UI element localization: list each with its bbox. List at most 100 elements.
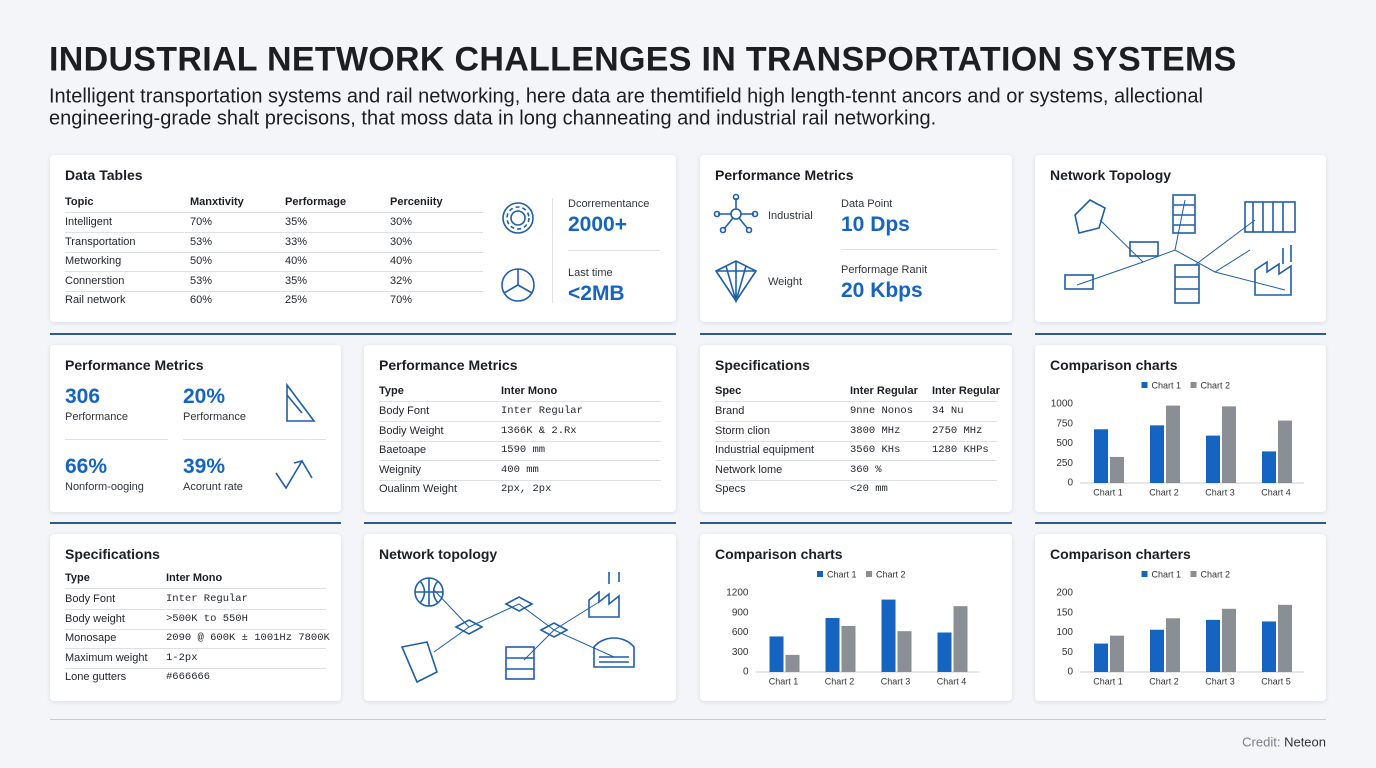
- bar: [1262, 451, 1276, 483]
- bar: [1206, 435, 1220, 483]
- bar: [1094, 643, 1108, 672]
- table-cell: 360 %: [850, 463, 882, 476]
- table-cell: 30%: [390, 216, 413, 228]
- legend-label: Chart 1: [827, 569, 857, 579]
- y-tick-label: 900: [732, 607, 749, 618]
- section-line: [700, 522, 1012, 524]
- x-tick-label: Chart 3: [1205, 676, 1235, 686]
- table-cell: 35%: [285, 216, 308, 228]
- metric-label: Weight: [768, 276, 803, 288]
- table-cell: Network lome: [715, 463, 783, 476]
- bar: [1094, 429, 1108, 483]
- row-line: [65, 290, 483, 292]
- page-title: INDUSTRIAL NETWORK CHALLENGES IN TRANSPO…: [49, 40, 1237, 79]
- card-title: Data Tables: [65, 167, 143, 183]
- metric-value: 20 Kbps: [841, 279, 923, 302]
- legend-swatch: [1141, 571, 1148, 577]
- table-cell: 40%: [285, 255, 308, 267]
- row-line: [379, 460, 661, 461]
- footer-line: [50, 719, 1326, 720]
- table-cell: 33%: [285, 235, 308, 248]
- card-title: Comparison charters: [1050, 546, 1191, 562]
- table-header: Inter Regular: [932, 385, 1000, 397]
- table-cell: 1366K & 2.Rx: [501, 424, 577, 437]
- bar: [937, 632, 952, 672]
- y-tick-label: 1200: [726, 588, 749, 599]
- network-topology-card: Network topology: [364, 534, 676, 701]
- bar: [1278, 604, 1292, 672]
- table-cell: Inter Regular: [166, 593, 248, 605]
- bar: [785, 654, 800, 672]
- kpi-value: 20%: [183, 385, 226, 408]
- card-title: Comparison charts: [1050, 357, 1178, 373]
- table-cell: 25%: [285, 294, 308, 306]
- table-cell: Body weight: [65, 612, 125, 625]
- table-cell: Baetoape: [379, 444, 427, 456]
- table-cell: Body Font: [65, 593, 116, 605]
- row-line: [65, 212, 483, 213]
- legend-label: Chart 2: [1201, 569, 1231, 579]
- row-line: [65, 588, 326, 589]
- row-line: [379, 401, 661, 402]
- row-line: [65, 232, 483, 233]
- x-tick-label: Chart 4: [937, 676, 967, 686]
- table-header: Topic: [65, 196, 94, 208]
- section-line: [364, 522, 676, 524]
- bar: [825, 618, 840, 672]
- legend-label: Chart 2: [876, 569, 906, 579]
- performance-table-card: Performance Metrics Type Inter Mono Body F…: [364, 345, 676, 512]
- table-header: Manxtivity: [190, 196, 244, 208]
- subtitle: Intelligent transportation systems and r…: [49, 85, 1203, 108]
- card-title: Network Topology: [1050, 167, 1172, 183]
- bar: [1278, 420, 1292, 483]
- table-cell: Intelligent: [65, 216, 113, 228]
- y-tick-label: 300: [732, 647, 749, 658]
- bar: [881, 599, 896, 672]
- table-cell: 60%: [190, 294, 213, 306]
- card-title: Performance Metrics: [379, 357, 518, 373]
- section-line: [1035, 522, 1326, 524]
- table-cell: 3800 MHz: [850, 424, 901, 437]
- row-line: [65, 251, 483, 253]
- row-line: [65, 271, 483, 272]
- table-cell: 53%: [190, 274, 213, 287]
- table-cell: Body Font: [379, 405, 430, 417]
- table-cell: 70%: [390, 294, 413, 306]
- kpi-value: 66%: [65, 455, 108, 478]
- topology-diagram: [400, 572, 635, 684]
- table-cell: 1-2px: [166, 651, 198, 664]
- table-cell: 50%: [190, 255, 213, 267]
- table-cell: Storm clion: [715, 424, 771, 437]
- table-cell: 3560 KHs: [850, 444, 901, 456]
- bar: [769, 636, 784, 672]
- row-line: [568, 250, 660, 251]
- x-tick-label: Chart 1: [769, 676, 799, 686]
- x-tick-label: Chart 4: [1261, 487, 1291, 497]
- bar: [1262, 621, 1276, 672]
- data-tables-card: Data Tables Topic Manxtivity Performage Per…: [50, 155, 676, 322]
- credit: Credit: Neteon: [1242, 735, 1326, 750]
- row-line: [379, 440, 661, 442]
- table-header: Inter Mono: [501, 385, 558, 397]
- table-header: Inter Regular: [850, 385, 918, 397]
- table-cell: 2750 MHz: [932, 424, 983, 437]
- table-cell: 2090 @ 600K ± 1001Hz 7800K: [166, 632, 330, 644]
- table-cell: <20 mm: [850, 483, 888, 495]
- metric-caption: Data Point: [841, 198, 893, 210]
- x-tick-label: Chart 3: [1205, 487, 1235, 497]
- divider: [552, 198, 553, 303]
- x-tick-label: Chart 2: [825, 676, 855, 686]
- row-line: [715, 440, 997, 442]
- table-cell: Lone gutters: [65, 671, 127, 683]
- card-title: Comparison charts: [715, 546, 843, 562]
- bar: [953, 606, 968, 672]
- legend-swatch: [817, 571, 823, 577]
- chart: 0 300 600 900 1200 Chart 1 Chart 2 Chart 1 Chart…: [726, 569, 980, 686]
- row-line: [379, 479, 661, 481]
- table-cell: Specs: [715, 483, 746, 495]
- bar: [1166, 405, 1180, 483]
- subtitle: engineering-grade shalt precisons, that …: [49, 107, 937, 130]
- section-line: [1035, 333, 1326, 335]
- x-tick-label: Chart 1: [1093, 487, 1123, 497]
